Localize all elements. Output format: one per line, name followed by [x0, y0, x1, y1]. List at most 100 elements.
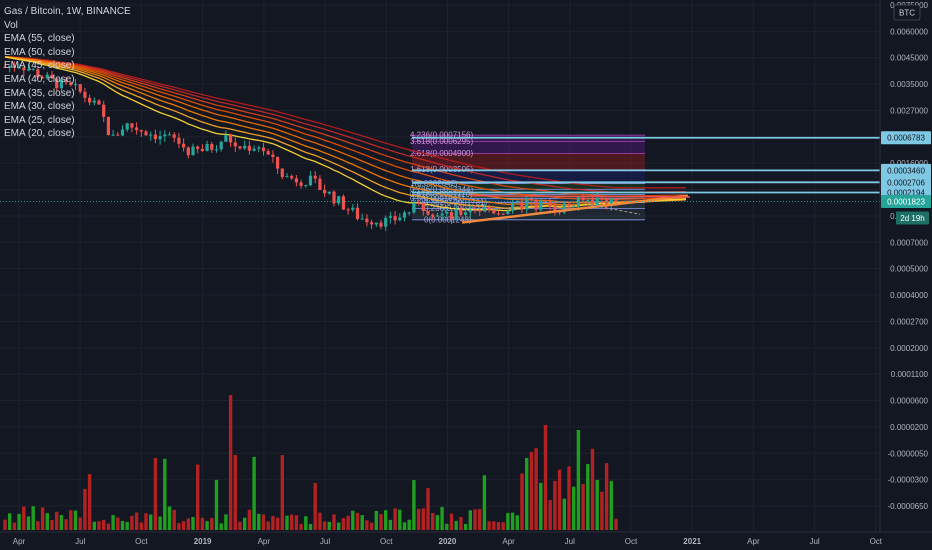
candle-body: [17, 67, 21, 69]
volume-bar: [478, 508, 482, 530]
legend-ema-25[interactable]: EMA (25, close): [4, 114, 75, 126]
candle-body: [581, 197, 585, 201]
volume-bar: [271, 515, 275, 530]
candle-body: [163, 134, 167, 137]
legend-symbol[interactable]: Gas / Bitcoin, 1W, BINANCE: [4, 6, 131, 17]
triangle-pattern[interactable]: [461, 194, 691, 224]
legend-ema-30[interactable]: EMA (30, close): [4, 101, 75, 113]
currency-label: BTC: [899, 9, 915, 18]
volume-bar: [59, 515, 64, 530]
projection-line: [589, 204, 641, 215]
fib-label: 4.236(0.0007156): [410, 131, 474, 140]
ema-line-55: [4, 55, 686, 189]
volume-bar: [144, 513, 148, 530]
candle-body: [388, 216, 392, 218]
price-tick-label: 0.0045000: [890, 54, 928, 63]
fib-extension[interactable]: 4.236(0.0007156)3.618(0.0006295) 2.618(0.…: [410, 131, 645, 225]
volume-bar: [379, 514, 383, 530]
candle-body: [149, 134, 153, 136]
candle-body: [398, 217, 402, 221]
candle-body: [402, 212, 407, 218]
volume-bar: [64, 519, 68, 530]
candle-body: [280, 168, 284, 178]
time-axis[interactable]: Apr Jul Oct 2019 Apr Jul Oct 2020 Apr Jul Oct 2021 A…: [13, 537, 883, 546]
volume-bar: [557, 469, 562, 530]
horizontal-lines[interactable]: [0, 136, 880, 202]
volume-bar: [252, 456, 256, 530]
candle-body: [41, 77, 45, 79]
candle-body: [586, 199, 590, 201]
candle-body: [426, 210, 430, 215]
volume-bar: [360, 515, 364, 530]
candle-body: [224, 134, 228, 142]
candle-body: [102, 104, 106, 117]
ema-line-45: [4, 55, 687, 197]
candle-body: [341, 196, 345, 210]
volume-bar: [214, 479, 219, 530]
volume-bar: [421, 508, 425, 530]
candle-body: [252, 148, 256, 151]
currency-badge: BTC: [893, 4, 921, 21]
candle-body: [116, 134, 120, 136]
candle-body: [417, 202, 421, 204]
volume-bar: [130, 515, 134, 530]
volume-bar: [299, 523, 303, 530]
volume-bar: [17, 513, 21, 530]
time-tick-label: Jul: [565, 537, 575, 546]
candle-body: [45, 74, 49, 79]
volume-bar: [576, 430, 581, 530]
candle-body: [130, 123, 134, 128]
horizontal-level-value: 0.0002194: [887, 188, 925, 197]
candle-body: [92, 100, 96, 103]
volume-bar: [534, 448, 538, 530]
volume-bar: [247, 509, 252, 530]
time-tick-label: Jul: [320, 537, 330, 546]
candle-body: [229, 134, 233, 143]
candle-body: [69, 82, 73, 86]
volume-bar: [191, 516, 195, 530]
candle-body: [22, 67, 26, 71]
volume-bar: [332, 514, 336, 530]
volume-bar: [243, 517, 247, 530]
time-tick-label: Oct: [380, 537, 393, 546]
horizontal-level-value: 0.0003460: [887, 166, 925, 175]
volume-bar: [431, 513, 435, 530]
volume-bar: [304, 516, 308, 530]
volume-bar: [384, 510, 388, 530]
volume-bar: [219, 523, 223, 530]
candle-body: [407, 212, 411, 214]
candle-body: [412, 202, 416, 213]
candle-body: [614, 199, 618, 201]
candle-body: [318, 178, 322, 190]
volume-bar: [97, 521, 101, 530]
candle-body: [271, 154, 275, 157]
candle-body: [31, 69, 35, 71]
legend-ema-40[interactable]: EMA (40, close): [4, 73, 75, 85]
legend-ema-45[interactable]: EMA (45, close): [4, 60, 75, 72]
candle-body: [26, 69, 31, 71]
volume-bar: [196, 464, 200, 530]
ema-line-20: [4, 56, 687, 212]
legend-ema-20[interactable]: EMA (20, close): [4, 128, 75, 140]
volume-bar: [200, 517, 205, 530]
legend-ema-50[interactable]: EMA (50, close): [4, 46, 75, 58]
legend-ema-35[interactable]: EMA (35, close): [4, 87, 75, 99]
legend-ema-55[interactable]: EMA (55, close): [4, 33, 75, 45]
volume-bar: [445, 523, 449, 530]
volume-bar: [83, 488, 87, 530]
candle-body: [214, 149, 219, 151]
volume-bar: [543, 425, 548, 530]
legend-vol[interactable]: Vol: [4, 19, 18, 31]
volume-bar: [581, 484, 585, 530]
countdown-value: 2d 19h: [900, 214, 924, 223]
candle-body: [454, 209, 458, 220]
volume-bar: [181, 521, 186, 530]
volume-bar: [553, 481, 557, 530]
horizontal-level-tag: [881, 131, 931, 145]
candle-body: [247, 145, 251, 151]
candle-body: [501, 213, 505, 215]
candle-body: [529, 198, 533, 200]
volume-bar: [374, 510, 378, 530]
candle-body: [172, 134, 176, 138]
